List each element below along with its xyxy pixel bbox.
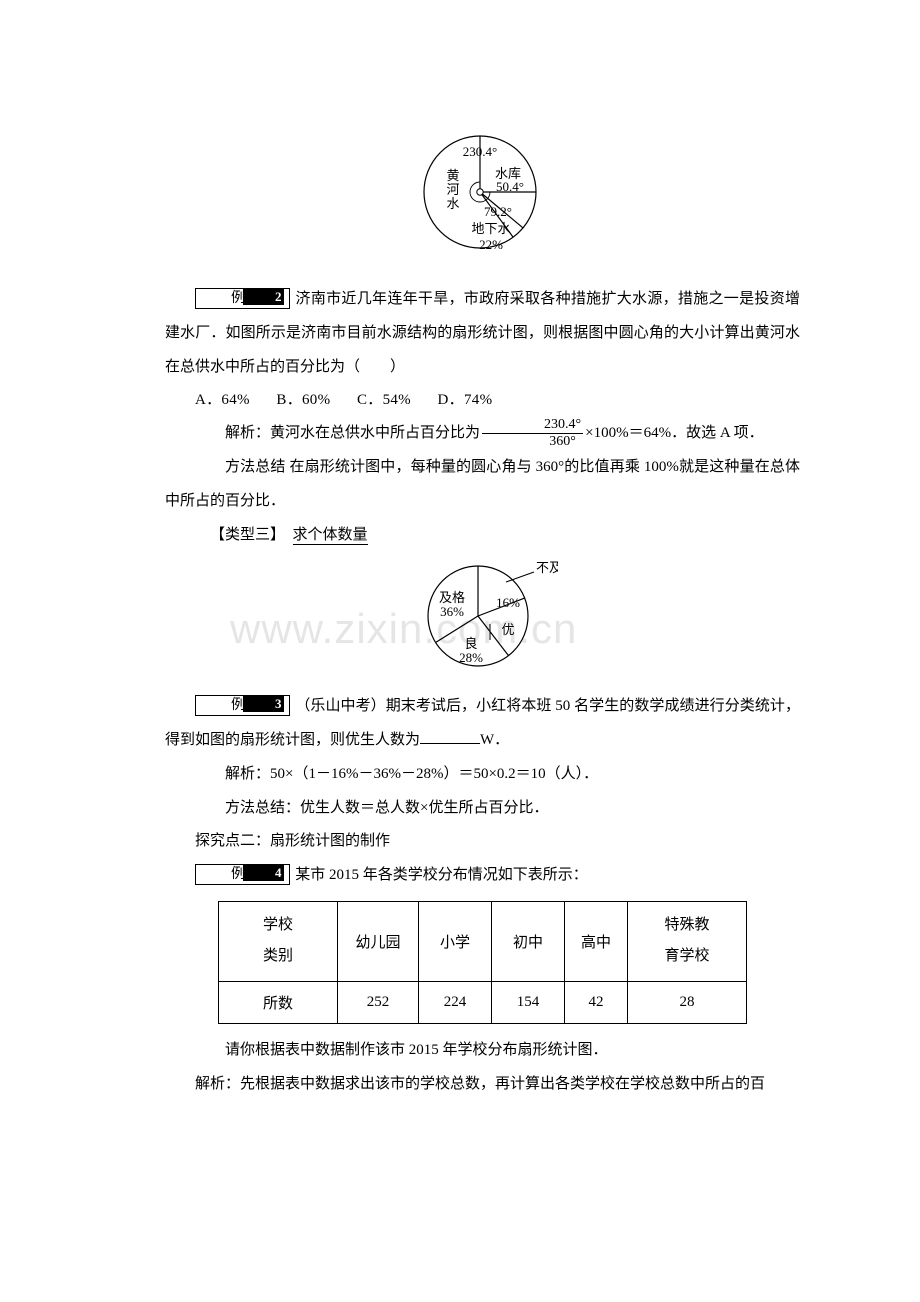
pie2-label-jige: 及格 xyxy=(438,590,464,605)
water-source-pie: 230.4° 黄 河 水 水库 50.4° 79.2° 地下水 22% xyxy=(165,130,800,265)
pie2-pct-28: 28% xyxy=(459,650,483,665)
col-head-category: 学校 类别 xyxy=(219,901,338,981)
schools-table: 学校 类别 幼儿园 小学 初中 高中 特殊教 育学校 所数 252 224 15… xyxy=(218,901,747,1024)
pie-chart-grades: 不及格 16% 优 良 28% 及格 36% xyxy=(408,552,558,672)
blank-answer xyxy=(420,728,480,744)
svg-text:水: 水 xyxy=(446,196,459,211)
col-head-high: 高中 xyxy=(565,901,628,981)
example-tag: 例2 xyxy=(195,288,290,309)
pie2-label-you: 优 xyxy=(501,622,514,637)
col-head-special: 特殊教 育学校 xyxy=(628,901,747,981)
example4-intro: 例4 某市 2015 年各类学校分布情况如下表所示： xyxy=(165,859,800,893)
option-b: B．60% xyxy=(276,392,330,408)
example-tag-3: 例3 xyxy=(195,695,290,716)
cell-high: 42 xyxy=(565,981,628,1023)
example4-after-table: 请你根据表中数据制作该市 2015 年学校分布扇形统计图． xyxy=(165,1034,800,1068)
example3-method: 方法总结：优生人数＝总人数×优生所占百分比． xyxy=(165,792,800,826)
example-tag-4: 例4 xyxy=(195,864,290,885)
option-c: C．54% xyxy=(357,392,411,408)
example3-analysis: 解析：50×（1－16%－36%－28%）＝50×0.2＝10（人）． xyxy=(165,758,800,792)
example-num-4: 4 xyxy=(243,865,284,881)
pie2-pct-36: 36% xyxy=(440,604,464,619)
cell-special: 28 xyxy=(628,981,747,1023)
pie1-angle-79: 79.2° xyxy=(484,204,512,219)
grades-pie: 不及格 16% 优 良 28% 及格 36% xyxy=(165,552,800,672)
pie2-label-liang: 良 xyxy=(464,636,477,651)
cell-middle: 154 xyxy=(492,981,565,1023)
option-d: D．74% xyxy=(438,392,493,408)
example2-method: 方法总结 在扇形统计图中，每种量的圆心角与 360°的比值再乘 100%就是这种… xyxy=(165,451,800,519)
cell-kindergarten: 252 xyxy=(338,981,419,1023)
col-head-primary: 小学 xyxy=(419,901,492,981)
col-head-kindergarten: 幼儿园 xyxy=(338,901,419,981)
pie2-pct-16: 16% xyxy=(496,595,520,610)
fraction-230-360: 230.4°360° xyxy=(482,417,583,450)
pie1-label-dixiashui: 地下水 xyxy=(471,221,510,236)
pie1-angle-50: 50.4° xyxy=(496,179,524,194)
table-row: 所数 252 224 154 42 28 xyxy=(219,981,747,1023)
explore-2: 探究点二：扇形统计图的制作 xyxy=(165,825,800,859)
pie1-angle-230: 230.4° xyxy=(462,144,496,159)
example3-question: 例3 （乐山中考）期末考试后，小红将本班 50 名学生的数学成绩进行分类统计，得… xyxy=(165,690,800,758)
pie1-extra-22: 22% xyxy=(479,237,503,252)
example2-options: A．64% B．60% C．54% D．74% xyxy=(165,384,800,417)
col-head-middle: 初中 xyxy=(492,901,565,981)
cell-primary: 224 xyxy=(419,981,492,1023)
svg-text:河: 河 xyxy=(446,182,459,197)
example-num-2: 2 xyxy=(243,289,284,305)
example2-analysis: 解析：黄河水在总供水中所占百分比为230.4°360°×100%＝64%．故选 … xyxy=(165,417,800,451)
type3-title: 求个体数量 xyxy=(293,527,368,545)
type3-heading: 【类型三】 求个体数量 xyxy=(165,519,800,553)
pie1-label-huanghe: 黄 xyxy=(446,168,459,183)
example4-analysis: 解析：先根据表中数据求出该市的学校总数，再计算出各类学校在学校总数中所占的百 xyxy=(165,1068,800,1102)
example-num-3: 3 xyxy=(243,696,284,712)
row-head-count: 所数 xyxy=(219,981,338,1023)
pie-chart-water: 230.4° 黄 河 水 水库 50.4° 79.2° 地下水 22% xyxy=(418,130,548,265)
example2-question: 例2 济南市近几年连年干旱，市政府采取各种措施扩大水源，措施之一是投资增建水厂．… xyxy=(165,283,800,384)
option-a: A．64% xyxy=(195,392,250,408)
pie2-label-fail: 不及格 xyxy=(536,560,558,575)
